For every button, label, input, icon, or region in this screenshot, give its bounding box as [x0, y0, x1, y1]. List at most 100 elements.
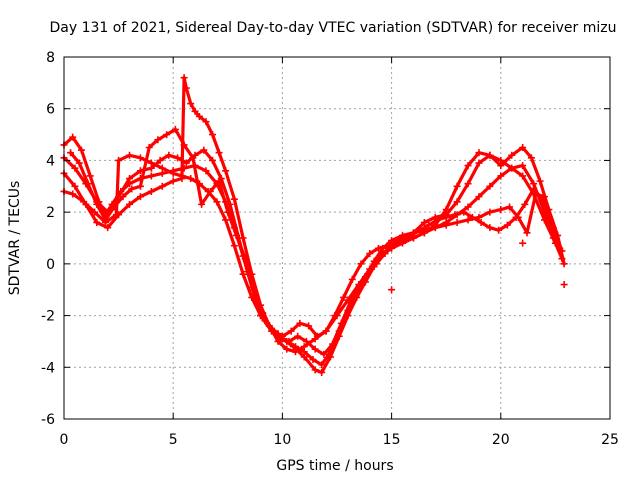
- data-point: [331, 312, 339, 320]
- data-point: [119, 193, 127, 201]
- y-axis-label: SDTVAR / TECUs: [7, 181, 23, 296]
- data-point: [93, 200, 101, 208]
- data-point: [495, 226, 503, 234]
- data-point: [318, 361, 326, 369]
- data-point: [503, 221, 511, 229]
- data-point: [77, 146, 85, 154]
- data-point: [357, 260, 365, 268]
- data-point: [388, 286, 396, 294]
- data-point: [198, 200, 206, 208]
- data-point: [337, 319, 345, 327]
- data-point: [560, 281, 568, 289]
- data-point: [80, 198, 88, 206]
- x-axis-label: GPS time / hours: [276, 458, 393, 474]
- data-point: [267, 325, 275, 332]
- data-point: [215, 177, 223, 185]
- data-point: [171, 125, 179, 133]
- data-point: [322, 327, 330, 335]
- data-point: [292, 343, 300, 351]
- data-point: [407, 231, 415, 239]
- data-point: [222, 216, 230, 224]
- data-point: [156, 156, 164, 164]
- data-point: [475, 149, 483, 157]
- data-point: [475, 159, 483, 167]
- data-point: [101, 216, 109, 224]
- data-point: [250, 286, 258, 294]
- data-point: [276, 335, 284, 343]
- data-point: [521, 200, 529, 208]
- data-point: [442, 221, 450, 229]
- data-point: [158, 182, 166, 190]
- data-point: [287, 327, 295, 335]
- data-point: [285, 337, 293, 345]
- data-point: [126, 151, 134, 159]
- data-point: [538, 195, 546, 203]
- data-point: [189, 154, 197, 162]
- data-point: [259, 309, 267, 317]
- data-point: [206, 187, 214, 195]
- data-point: [547, 221, 555, 229]
- data-point: [202, 167, 210, 175]
- data-point: [239, 270, 247, 278]
- data-point: [178, 172, 186, 180]
- data-point: [187, 175, 195, 183]
- data-point: [431, 224, 439, 232]
- grid: [64, 57, 610, 419]
- data-point: [182, 159, 190, 167]
- data-point: [348, 275, 356, 283]
- series-track-5: [68, 127, 562, 356]
- data-point: [475, 193, 483, 201]
- data-point: [464, 180, 472, 188]
- data-point: [453, 218, 461, 226]
- data-point: [200, 146, 208, 154]
- data-point: [202, 118, 210, 126]
- data-point: [309, 356, 317, 364]
- data-point: [523, 229, 531, 237]
- data-point: [390, 239, 398, 247]
- data-point: [497, 172, 505, 180]
- data-point: [508, 164, 516, 172]
- data-point: [416, 226, 424, 234]
- x-tick-label: 10: [273, 432, 291, 448]
- data-point: [224, 208, 232, 216]
- data-point: [145, 144, 153, 151]
- data-point: [226, 200, 234, 208]
- data-point: [180, 141, 188, 149]
- data-point: [519, 172, 527, 180]
- data-point: [374, 244, 382, 252]
- data-point: [67, 149, 75, 157]
- data-point: [453, 182, 461, 190]
- data-point: [460, 208, 468, 216]
- series-track-4: [62, 148, 558, 338]
- data-point: [86, 172, 94, 180]
- axis-ticks: 0 5 10 15 20 25 -6 -4 -2 0 2 4 6 8: [41, 50, 619, 448]
- data-point: [71, 164, 79, 172]
- data-point: [519, 144, 527, 151]
- data-point: [464, 203, 472, 211]
- data-point: [313, 332, 321, 340]
- x-tick-label: 0: [60, 432, 69, 448]
- data-point: [540, 216, 548, 224]
- data-point: [364, 270, 372, 278]
- data-point: [115, 156, 123, 164]
- data-point: [381, 250, 389, 258]
- data-point: [302, 337, 310, 345]
- y-tick-label: 8: [46, 50, 55, 66]
- data-point: [527, 154, 535, 162]
- data-point: [84, 180, 92, 188]
- y-tick-label: 6: [46, 102, 55, 118]
- data-point: [158, 164, 166, 172]
- data-point: [169, 169, 177, 177]
- data-point: [329, 340, 337, 348]
- data-point: [506, 203, 514, 211]
- x-tick-label: 5: [169, 432, 178, 448]
- data-point: [556, 244, 564, 252]
- data-point: [519, 162, 527, 170]
- data-point: [182, 84, 190, 92]
- data-point: [165, 151, 173, 159]
- data-point: [93, 218, 101, 226]
- data-point: [213, 198, 221, 206]
- y-tick-label: -4: [41, 360, 55, 376]
- data-point: [453, 198, 461, 206]
